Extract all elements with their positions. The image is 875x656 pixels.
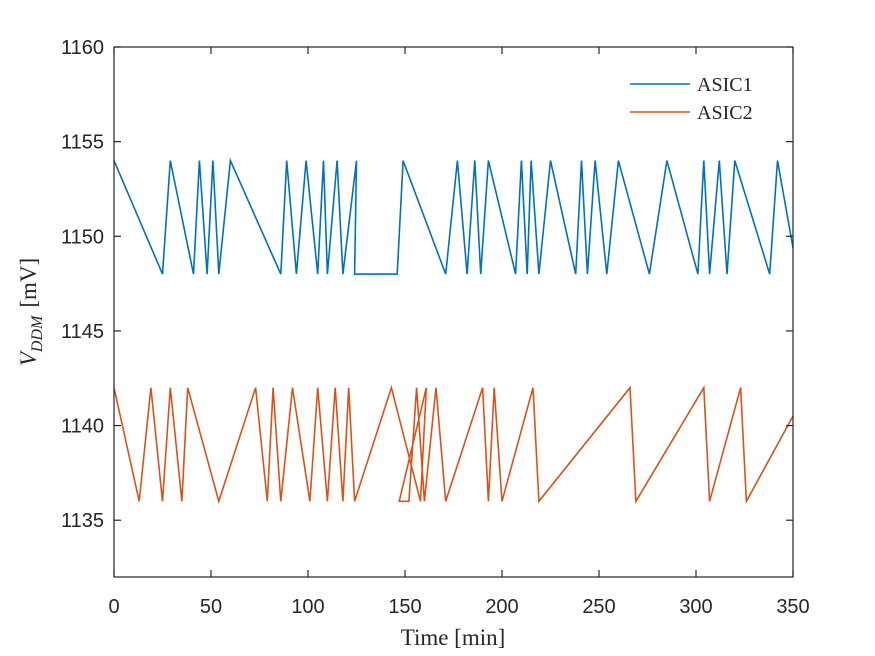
x-tick-label: 250	[582, 596, 615, 618]
x-axis-label: Time [min]	[401, 625, 506, 650]
x-tick-label: 200	[485, 596, 518, 618]
legend-label-asic2: ASIC2	[697, 102, 753, 124]
x-tick-label: 100	[291, 596, 324, 618]
y-axis-label-symbol: V	[16, 349, 41, 366]
x-tick-label: 350	[776, 596, 809, 618]
series-line-asic2	[113, 384, 794, 505]
plot-frame	[113, 46, 794, 578]
plot-area	[114, 47, 793, 577]
legend-box	[622, 64, 782, 130]
x-tick-layer: 0 50 100 150 200 250 300 350	[108, 596, 809, 618]
legend: ASIC1 ASIC2	[622, 64, 782, 130]
y-tick-label: 1150	[61, 226, 104, 248]
y-tick-label: 1135	[61, 510, 104, 532]
y-axis-label-subscript: DDM	[29, 314, 46, 353]
series-layer	[113, 157, 794, 505]
y-axis-label-unit: [mV]	[16, 258, 41, 308]
y-tick-label: 1160	[61, 37, 104, 59]
x-tick-label: 0	[108, 596, 119, 618]
y-tick-label: 1140	[61, 416, 104, 438]
x-tick-label: 150	[388, 596, 421, 618]
y-tick-layer: 1135 1140 1145 1150 1155 1160	[61, 37, 104, 532]
series-line-asic1	[113, 157, 794, 275]
legend-label-asic1: ASIC1	[697, 74, 753, 96]
y-tick-label: 1145	[61, 321, 104, 343]
svg-text:VDDM[mV]: VDDM [mV]	[16, 258, 46, 366]
x-tick-label: 50	[200, 596, 222, 618]
x-tick-label: 300	[679, 596, 712, 618]
y-tick-label: 1155	[61, 132, 104, 154]
y-axis-label: VDDM [mV]	[16, 258, 46, 366]
